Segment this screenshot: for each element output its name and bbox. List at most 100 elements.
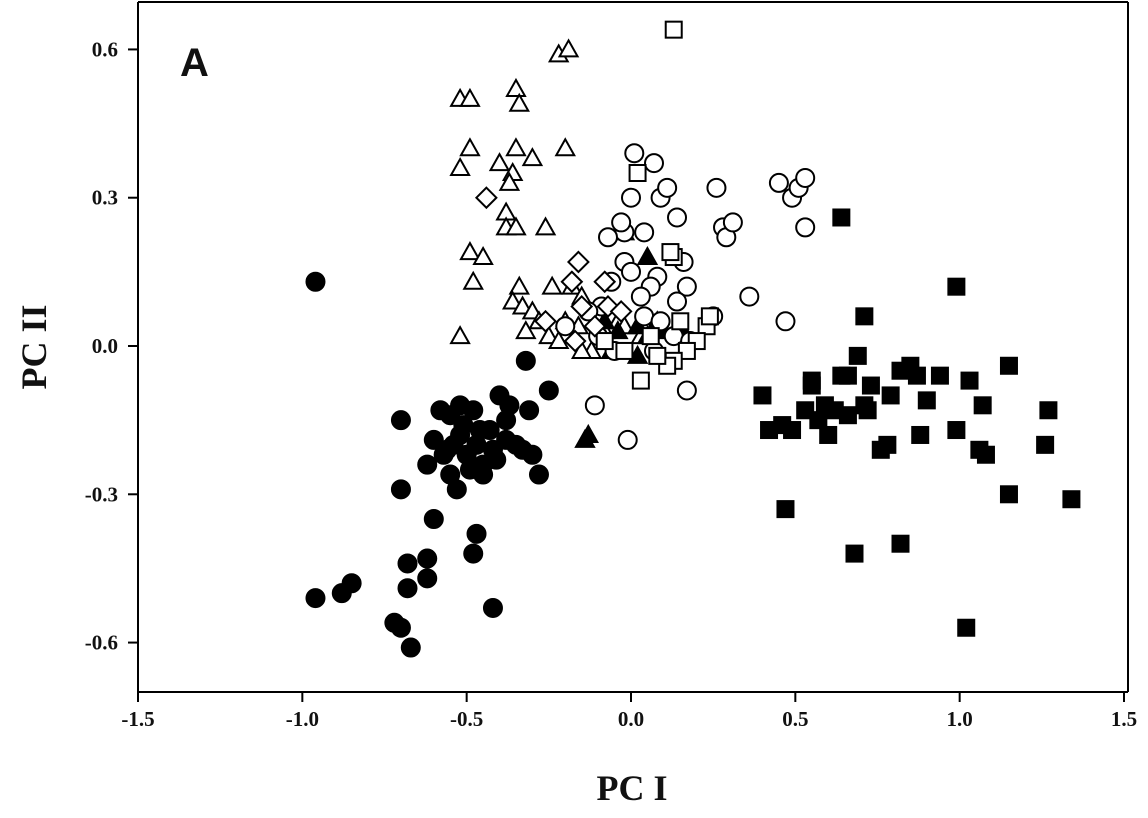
data-point-filled-circle bbox=[397, 553, 418, 574]
data-point-open-circle bbox=[739, 286, 760, 307]
data-point-open-diamond bbox=[534, 309, 557, 333]
data-point-filled-circle bbox=[400, 637, 421, 658]
data-point-open-square bbox=[671, 312, 690, 331]
data-point-open-circle bbox=[621, 187, 641, 208]
data-point-open-triangle bbox=[521, 147, 544, 167]
x-tick-label: -1.5 bbox=[121, 707, 154, 731]
data-point-filled-circle bbox=[519, 400, 540, 421]
data-point-open-triangle bbox=[505, 137, 527, 157]
x-tick-label: 0.0 bbox=[618, 707, 644, 731]
data-point-open-triangle bbox=[501, 290, 524, 310]
data-point-open-circle bbox=[795, 217, 816, 238]
data-point-open-circle bbox=[634, 222, 655, 243]
data-point-open-diamond bbox=[583, 314, 607, 338]
data-point-open-square bbox=[641, 327, 660, 346]
data-point-open-circle bbox=[768, 172, 789, 193]
data-point-filled-square bbox=[838, 406, 857, 425]
data-point-filled-circle bbox=[522, 444, 543, 465]
data-point-open-circle bbox=[611, 212, 632, 233]
data-point-open-circle bbox=[667, 207, 688, 228]
data-point-open-triangle bbox=[554, 137, 576, 157]
data-point-open-triangle bbox=[462, 270, 484, 290]
data-point-filled-circle bbox=[538, 380, 559, 401]
x-axis-title: PC I bbox=[597, 768, 668, 808]
data-point-filled-square bbox=[976, 445, 995, 464]
data-point-filled-square bbox=[776, 500, 795, 519]
data-point-filled-square bbox=[947, 421, 966, 440]
data-point-open-circle bbox=[722, 212, 743, 233]
data-point-open-square bbox=[700, 307, 719, 326]
x-tick-label: 1.0 bbox=[947, 707, 973, 731]
data-point-open-diamond bbox=[609, 299, 633, 323]
y-tick-label: -0.3 bbox=[85, 482, 118, 506]
y-tick-label: 0.0 bbox=[92, 334, 118, 358]
data-point-filled-circle bbox=[305, 588, 326, 609]
data-point-filled-square bbox=[878, 435, 897, 454]
data-point-open-circle bbox=[795, 167, 816, 188]
data-point-open-circle bbox=[676, 380, 697, 401]
data-point-open-triangle bbox=[508, 92, 530, 112]
series-4 bbox=[555, 143, 816, 450]
data-point-open-circle bbox=[584, 395, 605, 416]
data-point-filled-circle bbox=[496, 410, 517, 431]
data-point-open-triangle bbox=[541, 275, 563, 295]
data-point-filled-circle bbox=[469, 420, 490, 441]
data-point-filled-circle bbox=[482, 597, 503, 618]
data-point-filled-square bbox=[858, 401, 877, 420]
data-point-filled-circle bbox=[430, 400, 451, 421]
data-point-open-diamond bbox=[563, 329, 587, 353]
x-tick-label: -1.0 bbox=[286, 707, 319, 731]
data-point-open-triangle bbox=[459, 87, 481, 107]
data-point-open-circle bbox=[630, 286, 651, 307]
data-point-open-triangle bbox=[538, 325, 560, 345]
y-tick-label: 0.3 bbox=[92, 186, 118, 210]
data-point-filled-triangle bbox=[636, 245, 659, 266]
data-point-open-circle bbox=[555, 316, 576, 337]
data-point-open-triangle bbox=[459, 241, 481, 261]
data-point-open-triangle bbox=[449, 157, 471, 177]
data-point-open-circle bbox=[644, 153, 665, 174]
data-point-open-triangle bbox=[505, 77, 527, 97]
data-point-filled-square bbox=[999, 356, 1018, 375]
data-point-filled-square bbox=[930, 366, 949, 385]
data-point-filled-square bbox=[911, 425, 930, 444]
data-point-open-triangle bbox=[505, 216, 527, 236]
data-point-filled-square bbox=[796, 401, 815, 420]
data-point-open-triangle bbox=[488, 152, 511, 172]
data-point-filled-square bbox=[1036, 435, 1055, 454]
data-point-filled-square bbox=[861, 376, 880, 395]
data-point-open-circle bbox=[667, 291, 688, 312]
data-point-open-triangle bbox=[557, 38, 580, 58]
data-point-filled-square bbox=[819, 425, 838, 444]
series-0 bbox=[305, 271, 559, 658]
data-point-filled-square bbox=[848, 346, 867, 365]
data-point-filled-circle bbox=[397, 578, 418, 599]
data-point-open-circle bbox=[676, 276, 697, 297]
data-point-open-triangle bbox=[472, 245, 494, 266]
data-point-open-square bbox=[595, 332, 614, 351]
data-point-filled-square bbox=[891, 534, 910, 553]
data-point-filled-square bbox=[783, 421, 802, 440]
data-point-filled-square bbox=[999, 485, 1018, 504]
series-5 bbox=[595, 20, 719, 390]
data-point-open-circle bbox=[597, 227, 618, 248]
data-point-open-triangle bbox=[498, 171, 521, 191]
data-point-filled-circle bbox=[423, 429, 444, 450]
data-point-filled-circle bbox=[390, 617, 411, 638]
data-point-open-diamond bbox=[566, 250, 590, 274]
data-point-open-circle bbox=[657, 177, 678, 198]
data-points bbox=[305, 20, 1081, 658]
data-point-filled-circle bbox=[463, 543, 484, 564]
data-point-filled-square bbox=[947, 277, 966, 296]
panel-label: A bbox=[180, 41, 209, 85]
data-point-open-square bbox=[628, 164, 647, 182]
data-point-open-triangle bbox=[547, 330, 570, 350]
data-point-open-circle bbox=[775, 311, 796, 332]
data-point-open-diamond bbox=[560, 270, 584, 294]
data-point-filled-circle bbox=[453, 415, 474, 436]
data-point-open-square bbox=[677, 341, 696, 360]
data-point-open-circle bbox=[617, 429, 638, 450]
data-point-open-triangle bbox=[511, 295, 534, 315]
data-point-filled-circle bbox=[446, 479, 467, 500]
